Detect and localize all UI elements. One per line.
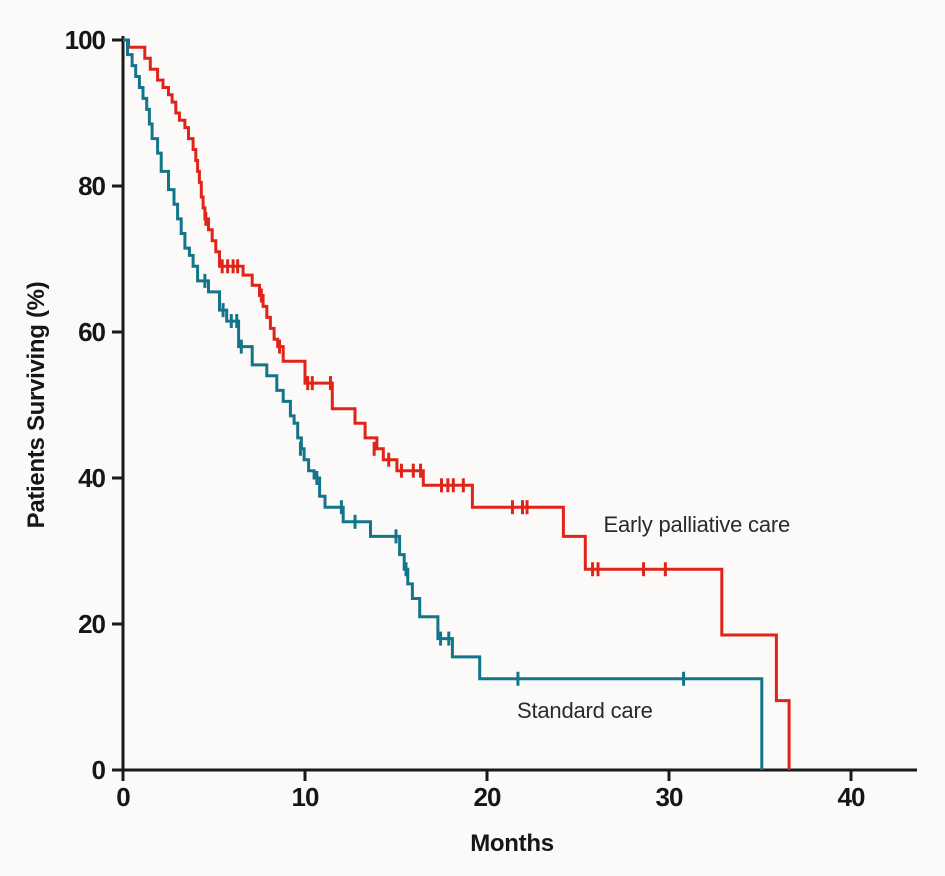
survival-curves (123, 38, 791, 770)
y-tick-label: 20 (78, 609, 105, 639)
x-tick-label: 40 (838, 782, 865, 812)
y-tick-label: 100 (65, 25, 106, 55)
x-tick-label: 0 (116, 782, 130, 812)
y-tick-label: 0 (92, 755, 106, 785)
series-label-early-palliative-care: Early palliative care (603, 512, 790, 537)
x-axis-title: Months (470, 830, 554, 857)
curve-early-palliative-care (123, 38, 791, 770)
axis-tick-labels: 0 20 40 60 80 100 0 10 20 30 40 (65, 25, 866, 812)
curve-standard-care (123, 38, 764, 770)
y-axis-title: Patients Surviving (%) (23, 282, 50, 529)
y-tick-label: 40 (78, 463, 105, 493)
y-tick-label: 60 (78, 317, 105, 347)
axes (112, 36, 917, 781)
series-label-standard-care: Standard care (517, 698, 653, 723)
x-tick-label: 20 (474, 782, 501, 812)
y-tick-label: 80 (78, 171, 105, 201)
x-tick-label: 30 (656, 782, 683, 812)
x-tick-label: 10 (292, 782, 319, 812)
